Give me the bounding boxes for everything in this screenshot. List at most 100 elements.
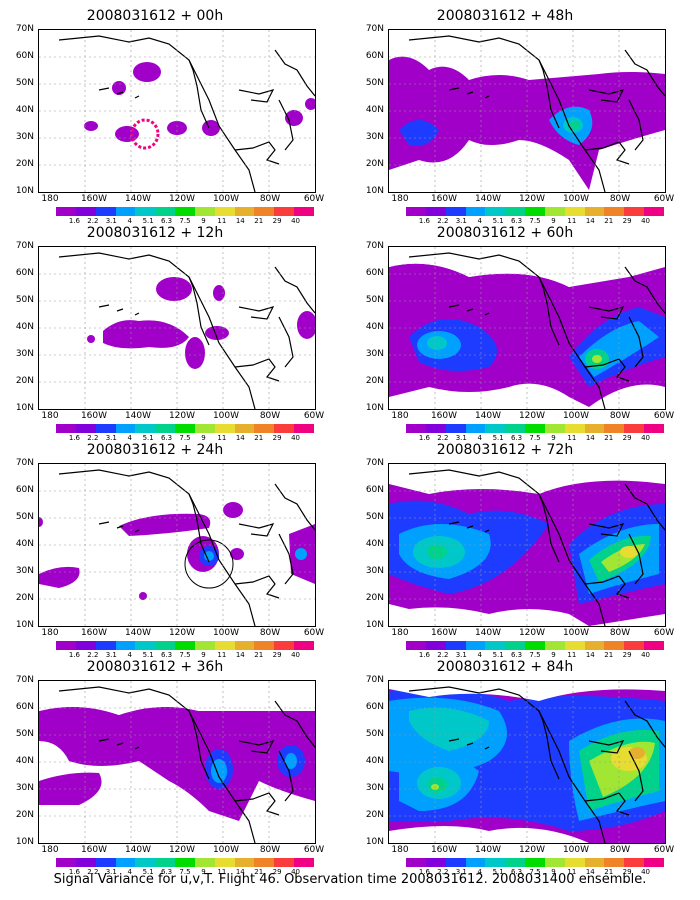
colorbar-swatch: [194, 424, 215, 433]
longitude-label: 80W: [259, 845, 281, 855]
colorbar-swatch: [95, 424, 116, 433]
latitude-label: 10N: [365, 403, 384, 413]
colorbar-swatch: [135, 858, 156, 867]
colorbar-label: 14: [585, 651, 595, 659]
colorbar-label: 3.1: [105, 217, 117, 225]
colorbar-swatch: [175, 424, 195, 433]
longitude-label: 80W: [609, 845, 631, 855]
colorbar-label: 9: [201, 217, 206, 225]
latitude-label: 20N: [365, 159, 384, 169]
colorbar-label: 3.1: [455, 434, 467, 442]
colorbar-swatch: [155, 424, 176, 433]
colorbar-label: 7.5: [179, 217, 191, 225]
latitude-label: 10N: [365, 620, 384, 630]
colorbar: [56, 207, 314, 216]
colorbar-swatch: [505, 207, 526, 216]
longitude-label: 100W: [212, 194, 240, 204]
longitude-label: 180: [41, 845, 59, 855]
longitude-label: 100W: [562, 411, 590, 421]
latitude-label: 40N: [15, 756, 34, 766]
colorbar-swatch: [175, 641, 195, 650]
colorbar-swatch: [135, 207, 156, 216]
longitude-label: 60W: [303, 628, 325, 638]
colorbar: [406, 207, 664, 216]
colorbar-label: 21: [254, 651, 264, 659]
colorbar-label: 9: [551, 217, 556, 225]
colorbar-swatch: [115, 641, 136, 650]
coastline: [538, 276, 560, 346]
longitude-label: 160W: [80, 845, 108, 855]
colorbar-swatch: [445, 641, 466, 650]
coastline: [408, 686, 606, 843]
colorbar: [406, 641, 664, 650]
colorbar-swatch: [234, 424, 255, 433]
longitude-label: 100W: [212, 845, 240, 855]
colorbar-swatch: [155, 858, 176, 867]
longitude-label: 180: [391, 845, 409, 855]
longitude-label: 60W: [303, 411, 325, 421]
colorbar-label: 5.1: [142, 868, 154, 876]
colorbar-swatch: [115, 207, 136, 216]
coastline: [624, 49, 665, 97]
colorbar-swatch: [445, 424, 466, 433]
coastline: [538, 59, 560, 129]
colorbar-label: 4: [477, 651, 482, 659]
map-area: [388, 29, 666, 193]
colorbar-label: 1.6: [418, 434, 430, 442]
coastline: [274, 266, 315, 314]
colorbar-label: 29: [622, 434, 632, 442]
colorbar-label: 2.2: [437, 651, 449, 659]
longitude-label: 100W: [562, 194, 590, 204]
colorbar-swatch: [584, 858, 605, 867]
colorbar-label: 2.2: [437, 434, 449, 442]
colorbar-swatch: [604, 207, 625, 216]
latitude-label: 30N: [365, 783, 384, 793]
panel-title: 2008031612 + 48h: [436, 8, 574, 24]
colorbar-label: 4: [127, 217, 132, 225]
longitude-label: 140W: [474, 411, 502, 421]
colorbar-label: 29: [622, 868, 632, 876]
colorbar-swatch: [485, 858, 506, 867]
colorbar-swatch: [505, 641, 526, 650]
latitude-label: 30N: [365, 349, 384, 359]
colorbar-swatch: [485, 424, 506, 433]
longitude-label: 60W: [653, 845, 675, 855]
colorbar-label: 5.1: [492, 868, 504, 876]
colorbar-label: 21: [604, 217, 614, 225]
longitude-label: 180: [391, 194, 409, 204]
longitude-label: 60W: [653, 194, 675, 204]
colorbar-swatch: [155, 641, 176, 650]
latitude-label: 30N: [365, 566, 384, 576]
colorbar-swatch: [194, 207, 215, 216]
colorbar-label: 3.1: [455, 868, 467, 876]
longitude-label: 140W: [474, 194, 502, 204]
latitude-label: 20N: [365, 376, 384, 386]
panel-title: 2008031612 + 00h: [86, 8, 224, 24]
coastline: [628, 99, 644, 151]
colorbar-label: 9: [201, 868, 206, 876]
longitude-label: 80W: [609, 628, 631, 638]
colorbar-label: 9: [201, 651, 206, 659]
longitude-label: 80W: [259, 628, 281, 638]
coastline: [188, 276, 210, 346]
longitude-label: 60W: [303, 194, 325, 204]
colorbar-label: 40: [291, 434, 301, 442]
colorbar-label: 4: [127, 868, 132, 876]
latitude-label: 10N: [365, 186, 384, 196]
longitude-label: 160W: [430, 194, 458, 204]
longitude-label: 100W: [562, 845, 590, 855]
longitude-label: 80W: [609, 194, 631, 204]
colorbar-label: 7.5: [179, 434, 191, 442]
colorbar-label: 29: [622, 217, 632, 225]
colorbar-swatch: [465, 858, 486, 867]
colorbar-swatch: [525, 424, 545, 433]
colorbar-swatch: [406, 858, 426, 867]
colorbar-swatch: [194, 858, 215, 867]
colorbar-swatch: [525, 641, 545, 650]
colorbar-swatch: [56, 641, 76, 650]
colorbar-swatch: [75, 858, 96, 867]
colorbar-label: 6.3: [160, 868, 173, 876]
coastline: [624, 700, 665, 748]
colorbar-swatch: [544, 641, 565, 650]
colorbar-label: 7.5: [529, 651, 541, 659]
